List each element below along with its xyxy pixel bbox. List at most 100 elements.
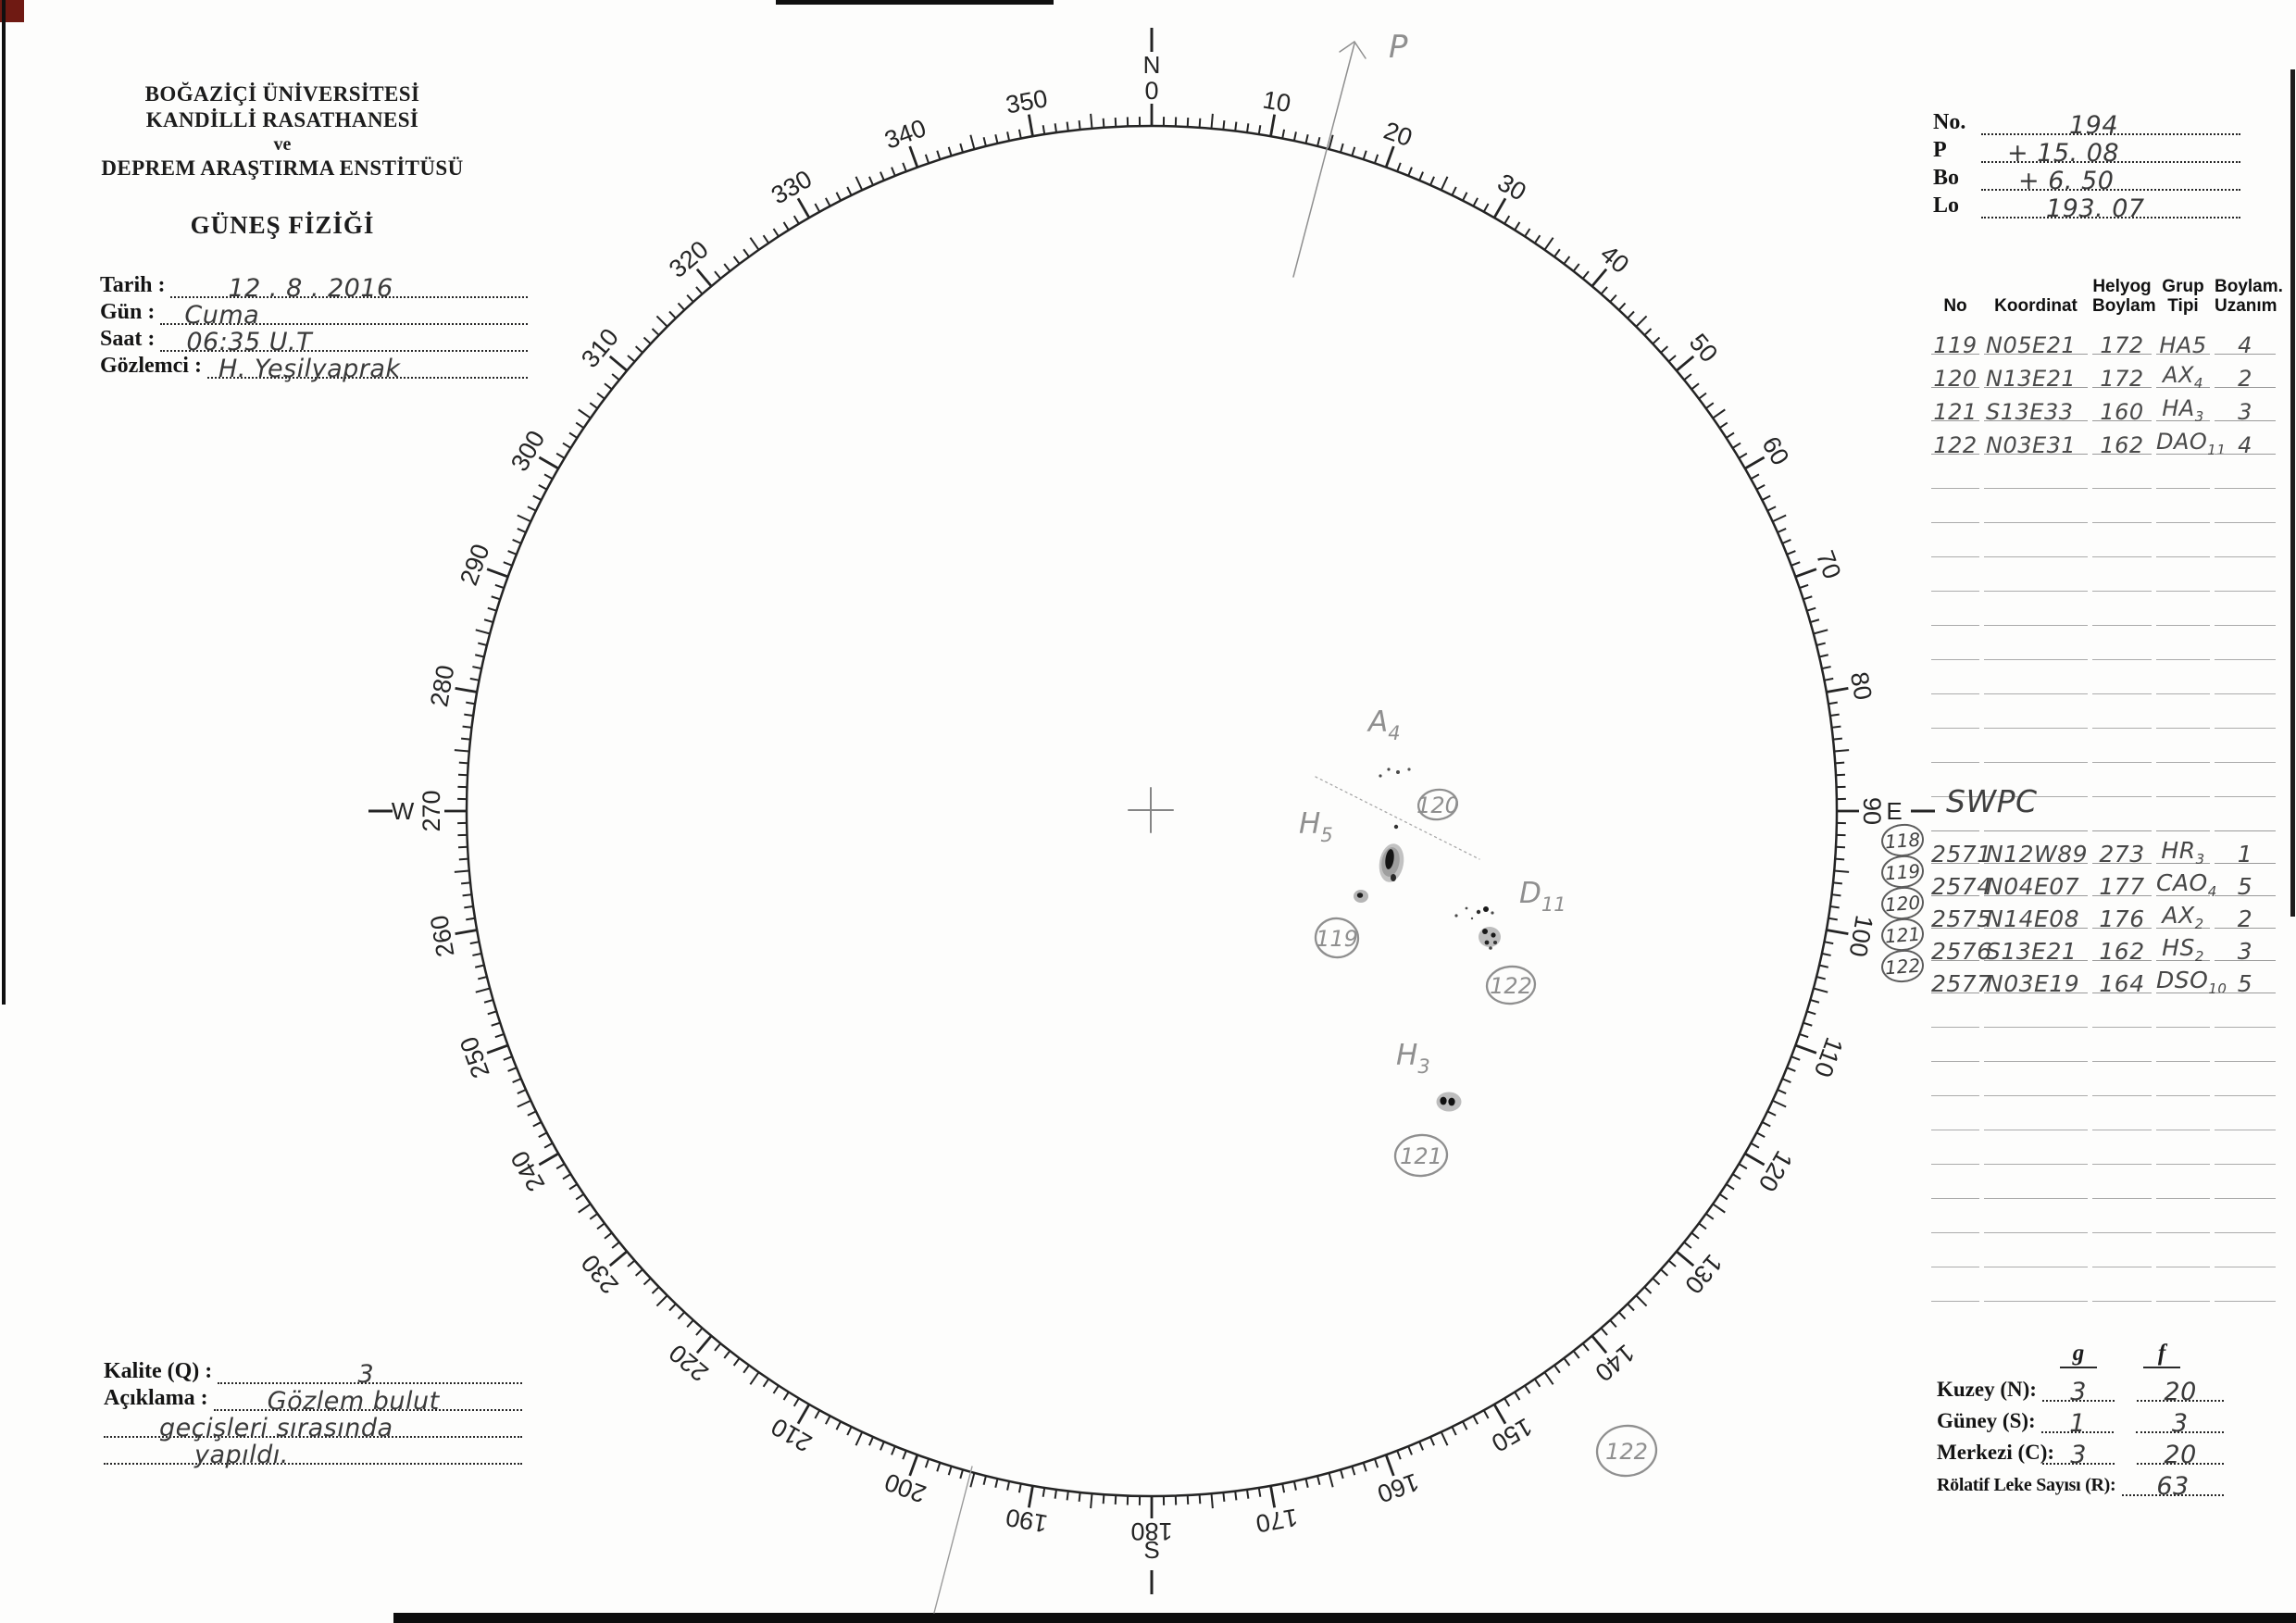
blank-cell: [2215, 1267, 2276, 1302]
swpc-type-cell: DSO10: [2156, 961, 2227, 997]
dial-tick: [1384, 145, 1395, 169]
blank-cell: [2156, 592, 2210, 626]
dial-tick: [1660, 1268, 1669, 1277]
dial-tick: [457, 845, 468, 849]
remark-line-1: Gözlem bulut: [213, 1382, 522, 1416]
dial-tick: [1675, 355, 1695, 372]
cell-value: 1: [2237, 840, 2253, 868]
blank-cell: [2215, 523, 2276, 557]
dial-tick: [1712, 408, 1726, 419]
dial-tick: [1698, 392, 1707, 400]
dial-tick: [1027, 1485, 1034, 1508]
blank-cell: [2092, 1096, 2152, 1130]
dial-tick: [1451, 1426, 1457, 1436]
ephemeris-label: Lo: [1933, 194, 1960, 218]
remark-label: Açıklama :: [104, 1386, 208, 1410]
dial-tick: [1504, 1397, 1511, 1407]
blank-cell: [1984, 455, 2088, 489]
dial-degree-label: 20: [1380, 117, 1416, 152]
dial-tick: [1786, 550, 1796, 556]
blank-cell: [2215, 1028, 2276, 1062]
dial-degree-label: 50: [1684, 329, 1723, 368]
dial-tick: [1824, 677, 1834, 681]
swpc-noaa-cell: 2571: [1931, 831, 1991, 868]
dial-tick: [1514, 1392, 1521, 1401]
blank-cell: [2156, 1062, 2210, 1096]
blank-cell: [2092, 993, 2152, 1028]
dial-tick: [908, 145, 919, 169]
cell-value: N03E19: [1986, 969, 2080, 997]
dial-tick: [924, 1458, 930, 1468]
dial-tick: [1198, 1494, 1202, 1504]
swpc-longitude-cell: 176: [2092, 896, 2152, 932]
cell-value: 5: [2237, 872, 2253, 900]
blank-cell: [2156, 1096, 2210, 1130]
dial-tick: [1794, 1043, 1817, 1055]
dial-tick: [1281, 1483, 1286, 1493]
cell-value: 177: [2099, 872, 2145, 900]
dial-tick: [1492, 1404, 1507, 1425]
dial-tick: [1781, 1078, 1791, 1083]
summary-row: Kuzey (N): 3 20: [1937, 1370, 2224, 1406]
cell-value: 2: [2238, 365, 2252, 392]
blank-cell: [2156, 993, 2210, 1028]
dial-tick: [532, 1121, 543, 1128]
dial-degree-label: 110: [1809, 1034, 1849, 1081]
dial-tick: [1384, 1454, 1395, 1477]
sunspot: [1391, 874, 1396, 881]
dial-tick: [695, 286, 704, 295]
dial-tick: [668, 1303, 677, 1312]
quality-row: Kalite (Q) : 3: [104, 1357, 522, 1389]
dial-tick: [1591, 1334, 1608, 1355]
dial-tick: [762, 234, 770, 244]
dial-tick: [936, 150, 942, 160]
cell-value: 273: [2099, 840, 2145, 868]
summary-row: Merkezi (C): 3 20: [1937, 1433, 2224, 1469]
dial-tick: [469, 677, 480, 681]
dial-tick: [1482, 203, 1490, 213]
dial-tick: [1351, 146, 1356, 156]
blank-cell: [2215, 1096, 2276, 1130]
dial-degree-label: 160: [1374, 1467, 1423, 1508]
blank-cell: [2092, 729, 2152, 763]
blank-cell: [2092, 489, 2152, 523]
group-extent-cell: 4: [2215, 321, 2276, 358]
blank-cell: [2215, 455, 2276, 489]
cell-value: N14E08: [1986, 905, 2080, 932]
sunspot: [1385, 849, 1394, 869]
relative-number-value: 63: [2156, 1472, 2190, 1501]
dial-degree-label: 200: [881, 1467, 930, 1508]
dial-tick: [1667, 1259, 1677, 1267]
dial-tick: [1006, 1480, 1011, 1491]
field-line: 06:35 U.T: [160, 323, 528, 356]
swpc-heading-cell: [1931, 797, 1979, 831]
dial-tick: [1750, 1142, 1760, 1149]
sunspot: [1379, 774, 1382, 778]
remark-row-2: geçişleri sırasında: [104, 1411, 522, 1442]
cell-value: S13E21: [1986, 937, 2078, 965]
ephemeris-row: Lo 193. 07: [1933, 191, 2240, 223]
swpc-coordinate-cell: N04E07: [1984, 864, 2088, 900]
dial-tick: [491, 1021, 501, 1027]
relative-number-label: Rölatif Leke Sayısı (R):: [1937, 1475, 2116, 1495]
dial-tick: [457, 773, 468, 777]
cell-value: 164: [2099, 969, 2145, 997]
dial-tick: [1627, 310, 1635, 319]
dial-degree-label: 240: [505, 1146, 551, 1196]
cell-value: DSO10: [2156, 966, 2227, 997]
sunspot: [1484, 940, 1490, 945]
sunspot: [1465, 906, 1468, 910]
dial-tick: [634, 1268, 643, 1277]
dial-tick: [1617, 302, 1627, 311]
circled-group-number: 119: [1316, 926, 1358, 952]
pencil-line: [1339, 41, 1355, 53]
institute-line-2: KANDİLLİ RASATHANESİ: [145, 108, 419, 132]
dial-tick: [1316, 137, 1321, 147]
dial-tick: [1210, 1493, 1214, 1509]
dial-degree-label: 130: [1679, 1249, 1728, 1299]
dial-tick: [1627, 1303, 1635, 1312]
dial-tick: [1832, 737, 1842, 741]
dial-tick: [1786, 1067, 1796, 1072]
dial-tick: [814, 1409, 821, 1419]
dial-tick: [846, 1426, 853, 1436]
